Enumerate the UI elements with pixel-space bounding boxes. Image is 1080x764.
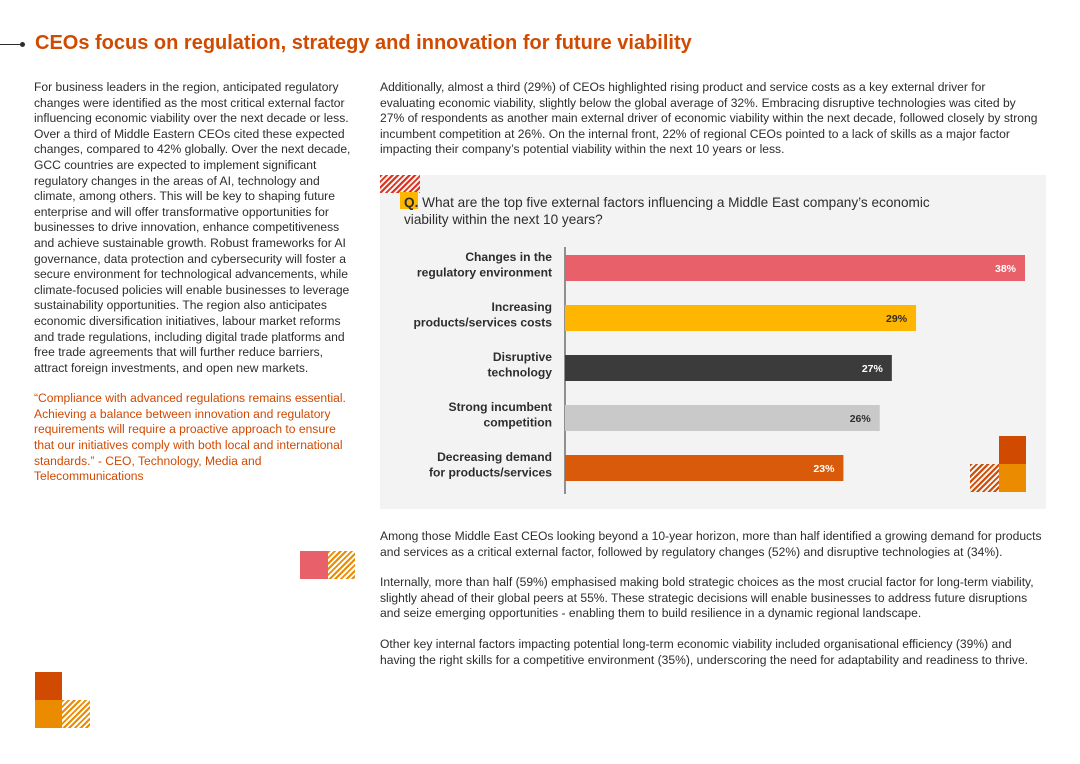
chart-question: Q. What are the top five external factor… xyxy=(404,194,964,228)
bar-value-label: 26% xyxy=(850,413,872,425)
bar xyxy=(565,255,1025,281)
title-bullet xyxy=(20,42,25,47)
hatch-decoration xyxy=(328,551,355,579)
bar xyxy=(565,405,880,431)
hatch-decoration xyxy=(970,464,999,492)
ceo-quote: “Compliance with advanced regulations re… xyxy=(34,391,346,484)
bottom-text: Among those Middle East CEOs looking bey… xyxy=(380,529,1046,683)
category-label-line: products/services costs xyxy=(414,316,553,330)
category-label-line: technology xyxy=(487,366,552,380)
bar-chart: 38% Changes in the regulatory environment 2… xyxy=(414,247,1025,494)
category-label: Increasing products/services costs xyxy=(414,300,553,330)
question-prefix: Q. xyxy=(404,195,419,210)
bar-value-label: 29% xyxy=(886,313,908,325)
category-label-line: Increasing xyxy=(492,300,553,314)
question-text: What are the top five external factors i… xyxy=(404,195,930,227)
category-label-line: Strong incumbent xyxy=(449,400,552,414)
bar-value-label: 38% xyxy=(995,263,1017,275)
bar-value-label: 27% xyxy=(862,363,884,375)
category-label-line: Disruptive xyxy=(493,350,552,364)
category-label-line: Decreasing demand xyxy=(437,450,552,464)
bar-value-label: 23% xyxy=(813,463,835,475)
category-label: Changes in the regulatory environment xyxy=(417,250,552,280)
category-label-line: Changes in the xyxy=(465,250,552,264)
hatch-decoration xyxy=(380,175,420,193)
square-decoration xyxy=(999,464,1026,492)
paragraph-other-factors: Other key internal factors impacting pot… xyxy=(380,636,1029,667)
paragraph-internal: Internally, more than half (59%) emphasi… xyxy=(380,575,1034,621)
bar xyxy=(565,355,892,381)
chart-panel: Q. What are the top five external factor… xyxy=(380,175,1046,509)
category-label: Strong incumbent competition xyxy=(449,400,552,430)
square-decoration xyxy=(35,700,62,728)
left-body-text: For business leaders in the region, anti… xyxy=(34,80,351,375)
hatch-decoration xyxy=(62,700,90,728)
category-label-line: competition xyxy=(483,416,552,430)
page-title: CEOs focus on regulation, strategy and i… xyxy=(35,32,692,54)
category-label-line: regulatory environment xyxy=(417,266,552,280)
bar xyxy=(565,305,917,331)
question-badge xyxy=(400,192,418,209)
left-column: For business leaders in the region, anti… xyxy=(34,80,358,485)
category-label-line: for products/services xyxy=(429,466,552,480)
category-label: Decreasing demand for products/services xyxy=(429,450,552,480)
square-decoration xyxy=(999,436,1026,464)
intro-paragraph: Additionally, almost a third (29%) of CE… xyxy=(380,80,1038,157)
square-decoration xyxy=(300,551,328,579)
paragraph-long-horizon: Among those Middle East CEOs looking bey… xyxy=(380,529,1042,559)
bar xyxy=(565,455,844,481)
title-rule xyxy=(0,44,22,45)
category-label: Disruptive technology xyxy=(487,350,552,380)
square-decoration xyxy=(35,672,62,700)
